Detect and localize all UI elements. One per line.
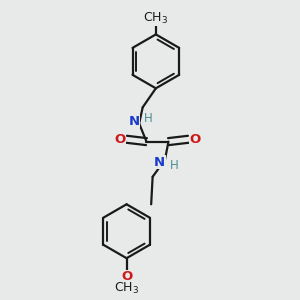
Text: H: H (170, 158, 179, 172)
Text: O: O (189, 133, 200, 146)
Text: O: O (115, 133, 126, 146)
Text: H: H (144, 112, 152, 125)
Text: N: N (128, 115, 140, 128)
Text: O: O (121, 271, 132, 284)
Text: CH$_3$: CH$_3$ (143, 11, 168, 26)
Text: CH$_3$: CH$_3$ (114, 280, 139, 296)
Text: N: N (154, 156, 165, 169)
